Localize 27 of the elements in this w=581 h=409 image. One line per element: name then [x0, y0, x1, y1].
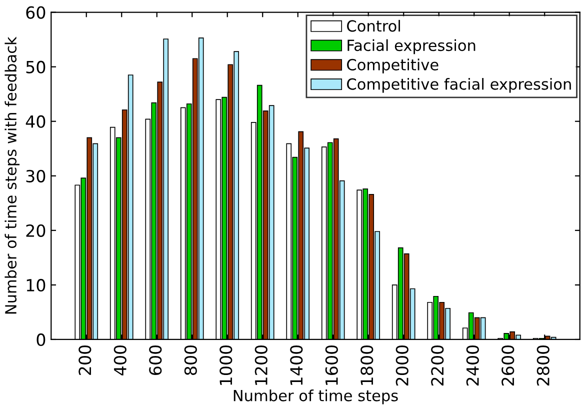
x-tick-label: 200	[78, 345, 92, 375]
x-axis-title: Number of time steps	[234, 390, 398, 404]
y-tick-label: 60	[26, 6, 46, 19]
x-tick-label: 600	[149, 345, 162, 375]
x-tick-label: 1800	[360, 345, 374, 385]
y-axis-title: Number of time steps with feedback	[4, 36, 20, 314]
x-tick-label: 2600	[502, 345, 514, 386]
legend-label: Control	[347, 20, 400, 32]
x-tick-label: 1200	[254, 345, 268, 385]
x-tick-label: 2000	[396, 345, 408, 386]
y-tick-label: 10	[26, 278, 46, 292]
legend-label: Competitive	[347, 58, 438, 74]
y-tick-label: 20	[26, 224, 46, 237]
x-tick-label: 2200	[431, 345, 444, 386]
y-tick-label: 30	[26, 170, 46, 182]
x-tick-label: 2400	[466, 345, 479, 386]
x-tick-label: 1600	[325, 345, 338, 385]
x-tick-label: 800	[184, 345, 197, 376]
legend-label: Competitive facial expression	[347, 78, 571, 93]
y-tick-label: 50	[26, 60, 46, 74]
legend-label: Facial expression	[348, 39, 476, 54]
y-tick-label: 0	[36, 333, 46, 346]
y-tick-label: 40	[26, 115, 46, 128]
x-tick-label: 1000	[220, 345, 232, 385]
x-tick-label: 1400	[290, 345, 303, 385]
x-tick-label: 2800	[536, 345, 550, 386]
x-tick-label: 400	[114, 345, 126, 376]
